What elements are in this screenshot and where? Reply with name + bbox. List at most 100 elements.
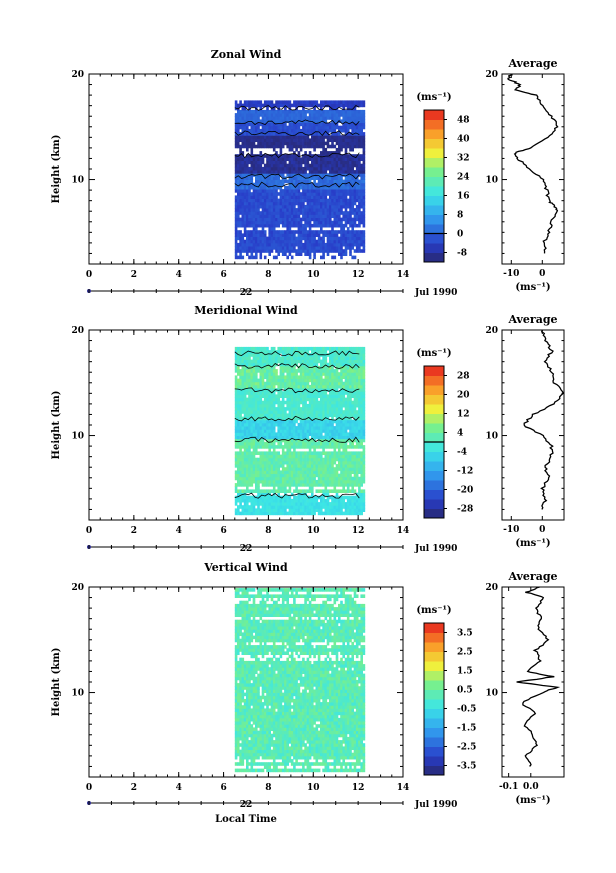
heatmap-cell (340, 249, 343, 253)
heatmap-cell (239, 195, 242, 199)
heatmap-cell (252, 103, 256, 108)
heatmap-cell (270, 445, 274, 449)
heatmap-cell (322, 460, 325, 465)
heatmap-cell (306, 505, 310, 509)
heatmap-cell (313, 125, 316, 130)
heatmap-cell (248, 483, 251, 487)
heatmap-cell (268, 211, 271, 215)
heatmap-cell (255, 467, 258, 471)
heatmap-cell (355, 192, 359, 196)
heatmap-cell (266, 435, 269, 440)
heatmap-cell (259, 236, 263, 241)
heatmap-cell (340, 242, 343, 247)
heatmap-cell (344, 147, 348, 152)
heatmap-cell (320, 435, 323, 440)
heatmap-cell (239, 255, 242, 260)
heatmap-cell (259, 445, 263, 449)
heatmap-cell (331, 160, 334, 165)
heatmap-cell (326, 239, 330, 244)
heatmap-cell (322, 498, 325, 503)
heatmap-cell (295, 438, 298, 443)
heatmap-cell (333, 201, 337, 206)
heatmap-cell (317, 505, 321, 509)
heatmap-cell (329, 109, 332, 114)
heatmap-cell (268, 511, 271, 516)
heatmap-cell (338, 198, 341, 203)
heatmap-cell (275, 208, 278, 212)
heatmap-cell (362, 103, 366, 108)
heatmap-cell (259, 441, 263, 446)
heatmap-cell (286, 397, 289, 402)
heatmap-cell (313, 457, 316, 462)
heatmap-cell (331, 144, 334, 149)
heatmap-cell (272, 185, 276, 190)
heatmap-cell (279, 470, 283, 474)
heatmap-cell (358, 489, 361, 493)
heatmap-cell (308, 125, 312, 130)
heatmap-cell (270, 397, 274, 402)
heatmap-cell (353, 189, 357, 193)
heatmap-cell (290, 138, 294, 142)
heatmap-cell (281, 508, 285, 512)
heatmap-cell (263, 125, 267, 130)
heatmap-cell (266, 441, 269, 446)
heatmap-cell (320, 204, 323, 209)
heatmap-cell (313, 132, 316, 136)
heatmap-cell (331, 201, 334, 206)
heatmap-cell (248, 195, 251, 199)
heatmap-cell (252, 141, 256, 146)
heatmap-cell (297, 511, 301, 516)
heatmap-cell (329, 106, 332, 111)
heatmap-cell (243, 467, 247, 471)
heatmap-cell (353, 391, 357, 395)
heatmap-cell (286, 426, 289, 430)
heatmap-cell (266, 113, 269, 117)
heatmap-cell (243, 432, 247, 436)
heatmap-cell (320, 113, 323, 117)
heatmap-cell (326, 467, 330, 471)
heatmap-cell (297, 214, 301, 218)
heatmap-cell (295, 141, 298, 146)
heatmap-cell (333, 388, 337, 392)
heatmap-cell (286, 233, 289, 237)
heatmap-cell (351, 422, 354, 427)
heatmap-cell (277, 391, 280, 395)
heatmap-cell (355, 163, 359, 168)
colorbar-band (424, 195, 444, 206)
heatmap-cell (297, 410, 301, 414)
heatmap-cell (306, 154, 310, 158)
heatmap-cell (360, 441, 363, 446)
heatmap-cell (281, 435, 285, 440)
heatmap-cell (286, 166, 289, 171)
heatmap-cell (263, 426, 267, 430)
heatmap-cell (346, 220, 350, 225)
heatmap-cell (353, 182, 357, 187)
heatmap-cell (259, 109, 263, 114)
heatmap-cell (243, 391, 247, 395)
heatmap-cell (315, 445, 319, 449)
heatmap-cell (297, 239, 301, 244)
heatmap-cell (268, 416, 271, 421)
heatmap-cell (290, 103, 294, 108)
heatmap-cell (275, 242, 278, 247)
heatmap-cell (344, 157, 348, 161)
heatmap-cell (349, 451, 352, 455)
heatmap-cell (362, 505, 366, 509)
heatmap-cell (295, 182, 298, 187)
heatmap-cell (304, 246, 307, 250)
heatmap-cell (255, 132, 258, 136)
heatmap-cell (270, 508, 274, 512)
heatmap-cell (277, 157, 280, 161)
heatmap-cell (306, 467, 310, 471)
heatmap-cell (322, 138, 325, 142)
heatmap-cell (355, 217, 359, 222)
heatmap-cell (261, 432, 265, 436)
heatmap-cell (237, 498, 240, 503)
heatmap-cell (284, 198, 287, 203)
heatmap-cell (360, 438, 363, 443)
heatmap-cell (340, 236, 343, 241)
heatmap-cell (250, 246, 254, 250)
heatmap-cell (353, 476, 357, 481)
heatmap-cell (248, 109, 251, 114)
heatmap-cell (288, 511, 292, 516)
